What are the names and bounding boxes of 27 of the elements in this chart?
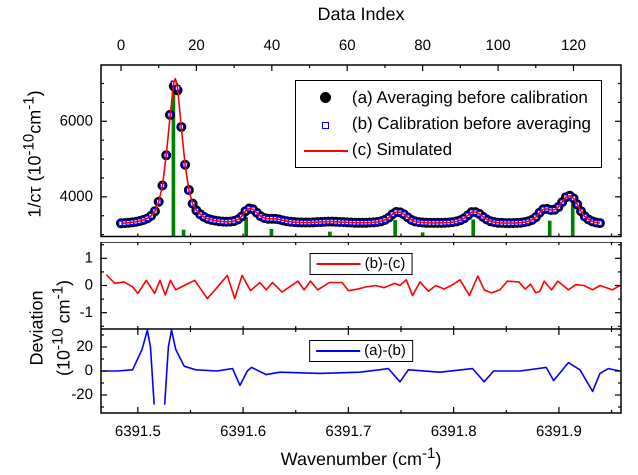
- x2-tick-label: 120: [560, 37, 586, 54]
- y-tick-label: 6000: [60, 112, 93, 130]
- x2-tick-label: 60: [338, 37, 356, 54]
- legend-label: (b)-(c): [364, 255, 406, 272]
- x2-tick-label: 40: [263, 37, 280, 54]
- legend-label: (b) Calibration before averaging: [352, 114, 591, 133]
- x-tick-label: 6391.9: [536, 423, 582, 440]
- y-tick-label: -20: [71, 386, 93, 404]
- x-tick-label: 6391.7: [325, 423, 372, 440]
- x2-tick-label: 80: [414, 37, 431, 54]
- y-tick-label: -1: [80, 304, 93, 321]
- x-tick-label: 6391.8: [430, 423, 477, 440]
- legend-label: (c) Simulated: [352, 140, 452, 159]
- x-tick-label: 6391.5: [114, 423, 161, 440]
- x-tick-label: 6391.6: [220, 423, 266, 440]
- y-tick-label: 4000: [60, 188, 93, 205]
- x2-tick-label: 20: [188, 37, 205, 54]
- x2-axis-title: Data Index: [316, 4, 406, 25]
- y-tick-label: 0: [84, 362, 93, 380]
- x2-tick-label: 0: [116, 37, 126, 54]
- x-axis-title: Wavenumber (cm$^{-1}$): [280, 445, 442, 470]
- y-tick-label: 1: [84, 249, 93, 266]
- y-tick-label: 20: [76, 338, 93, 356]
- x2-tick-label: 100: [486, 37, 511, 54]
- y-tick-label: 0: [84, 276, 93, 294]
- legend-label: (a) Averaging before calibration: [352, 88, 588, 107]
- legend-label: (a)-(b): [364, 342, 406, 359]
